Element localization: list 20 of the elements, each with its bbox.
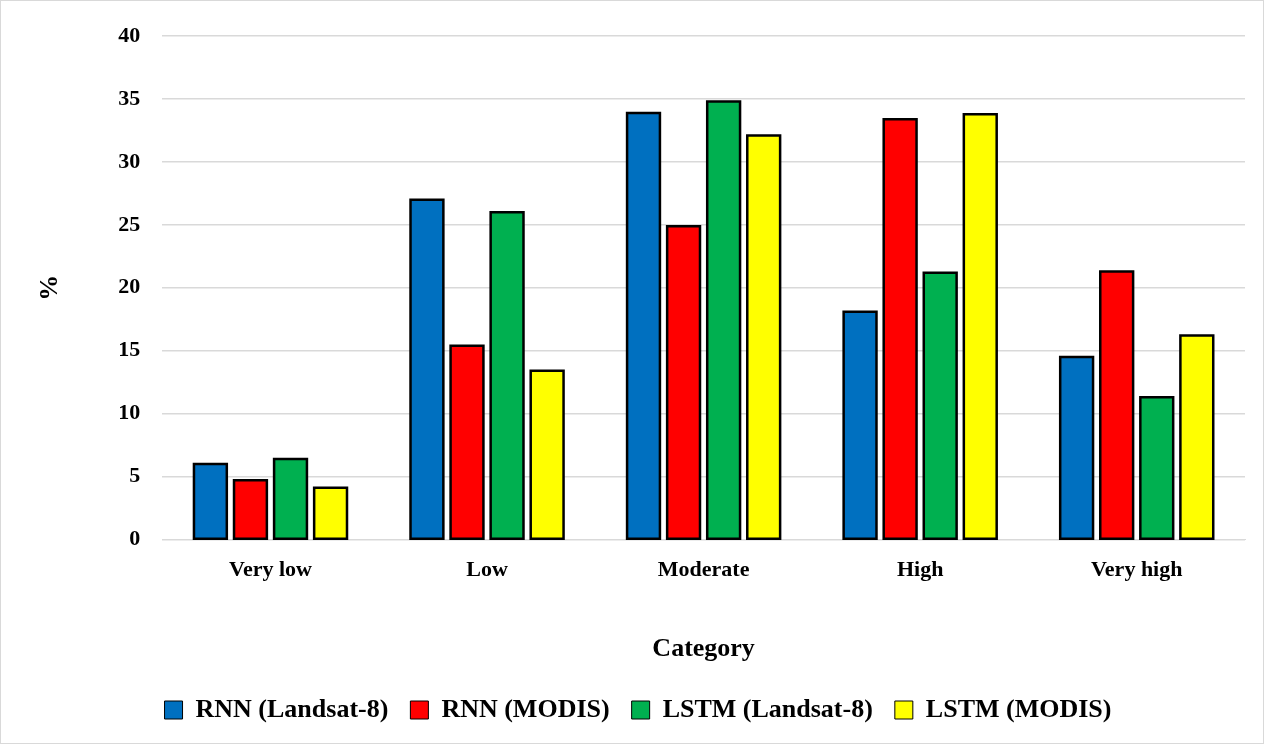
y-tick-label: 40	[118, 21, 141, 47]
x-tick-label: Very low	[229, 556, 313, 582]
legend-label: RNN (Landsat-8)	[195, 693, 389, 723]
y-tick-label: 0	[129, 525, 141, 551]
x-tick-label: Low	[466, 556, 508, 582]
y-tick-label: 10	[118, 399, 141, 425]
y-tick-label: 5	[129, 462, 141, 488]
legend-label: RNN (MODIS)	[441, 693, 610, 723]
x-tick-label: High	[896, 556, 944, 582]
x-tick-label: Moderate	[657, 556, 750, 582]
y-tick-label: 30	[118, 147, 141, 173]
y-tick-label: 15	[118, 336, 141, 362]
legend-label: LSTM (Landsat-8)	[662, 693, 873, 723]
legend-label: LSTM (MODIS)	[925, 693, 1112, 723]
x-tick-label: Very high	[1090, 556, 1183, 582]
y-tick-label: 25	[118, 210, 141, 236]
y-tick-label: 20	[118, 273, 141, 299]
y-axis-title: %	[34, 274, 64, 301]
x-axis-title: Category	[652, 633, 755, 663]
y-tick-label: 35	[118, 84, 141, 110]
